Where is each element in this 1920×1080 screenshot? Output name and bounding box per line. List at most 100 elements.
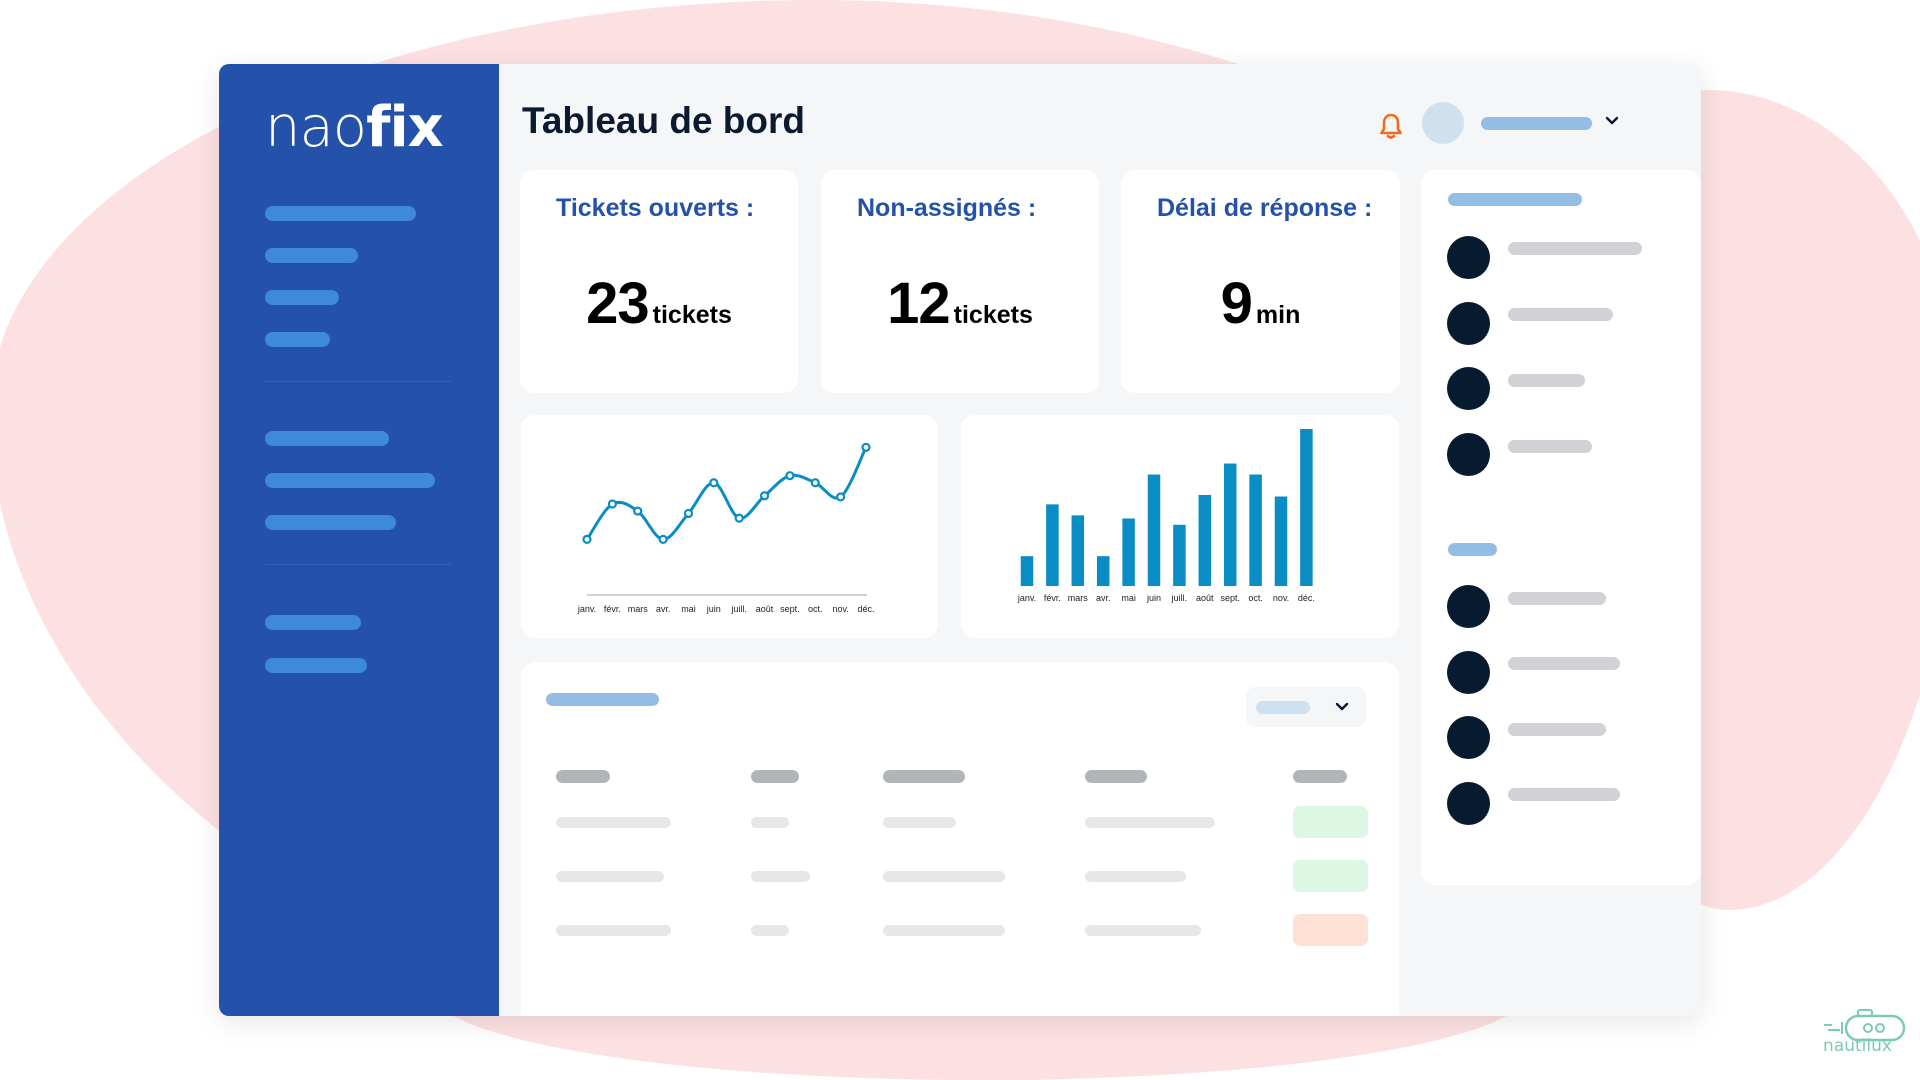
x-tick-label: juin	[706, 604, 721, 614]
sidebar-item[interactable]	[265, 248, 358, 263]
list-item-text	[1508, 242, 1642, 255]
stat-unit: tickets	[652, 301, 732, 329]
bell-icon[interactable]	[1379, 112, 1403, 140]
user-avatar-dot	[1447, 236, 1490, 279]
x-tick-label: oct.	[1248, 593, 1263, 603]
user-avatar-dot	[1447, 585, 1490, 628]
bar[interactable]	[1020, 556, 1034, 586]
line-chart-card: janv. févr. mars avr. mai juin juill. août sept.…	[521, 415, 938, 638]
x-tick-label: janv.	[577, 604, 596, 614]
table-cell	[556, 925, 671, 936]
stat-card-open-tickets[interactable]: Tickets ouverts : 23 tickets	[520, 170, 798, 393]
table-cell	[883, 871, 1005, 882]
data-point[interactable]	[607, 499, 617, 509]
list-item-text	[1508, 592, 1606, 605]
stat-label: Tickets ouverts :	[556, 194, 755, 222]
data-point[interactable]	[683, 508, 694, 519]
sidebar-item[interactable]	[265, 431, 389, 446]
data-point[interactable]	[861, 442, 871, 452]
data-point[interactable]	[810, 478, 820, 488]
x-tick-label: janv.	[1017, 593, 1036, 603]
column-header[interactable]	[1085, 770, 1147, 783]
table-cell	[751, 817, 789, 828]
x-tick-label: févr.	[604, 604, 621, 614]
nautilux-logo-icon	[1824, 1009, 1906, 1042]
data-point[interactable]	[759, 491, 770, 501]
status-badge	[1293, 806, 1368, 838]
x-tick-label: déc.	[1298, 593, 1315, 603]
stat-unit: tickets	[953, 301, 1033, 329]
x-tick-label: août	[756, 604, 774, 614]
column-header[interactable]	[883, 770, 965, 783]
bar[interactable]	[1223, 463, 1237, 586]
table-cell	[556, 817, 671, 828]
list-item-text	[1508, 723, 1606, 736]
stat-value: 23 tickets	[520, 270, 798, 337]
table-title-placeholder	[546, 693, 659, 706]
chevron-down-icon	[1335, 702, 1349, 711]
data-point[interactable]	[709, 478, 719, 488]
bar[interactable]	[1122, 518, 1135, 586]
chevron-down-icon[interactable]	[1603, 112, 1621, 130]
sidebar-item[interactable]	[265, 658, 367, 673]
sidebar-item[interactable]	[265, 473, 435, 488]
x-tick-label: févr.	[1044, 593, 1061, 603]
panel-section-title	[1448, 543, 1497, 556]
column-header[interactable]	[1293, 770, 1347, 783]
data-point[interactable]	[633, 506, 643, 516]
x-tick-label: mars	[628, 604, 648, 614]
data-point[interactable]	[658, 534, 668, 545]
bar[interactable]	[1300, 429, 1313, 586]
data-point[interactable]	[734, 513, 744, 523]
x-tick-label: nov.	[832, 604, 848, 614]
bar[interactable]	[1173, 524, 1186, 586]
logo-text-light: nao	[265, 95, 367, 160]
sidebar-item[interactable]	[265, 515, 396, 530]
sidebar-item[interactable]	[265, 332, 330, 347]
table-cell	[1085, 817, 1215, 828]
column-header[interactable]	[556, 770, 610, 783]
x-tick-label: déc.	[857, 604, 874, 614]
user-avatar[interactable]	[1422, 102, 1464, 144]
sidebar-item[interactable]	[265, 290, 339, 305]
stat-card-response-time[interactable]: Délai de réponse : 9 min	[1121, 170, 1400, 393]
bar[interactable]	[1198, 494, 1212, 586]
table-filter-dropdown[interactable]	[1246, 687, 1366, 727]
data-point[interactable]	[785, 471, 795, 481]
table-cell	[556, 871, 664, 882]
bar[interactable]	[1147, 474, 1161, 586]
bar[interactable]	[1046, 504, 1059, 586]
status-badge	[1293, 860, 1368, 892]
bar-chart: janv. févr. mars avr. mai juin juill. août sept.…	[1017, 429, 1315, 603]
table-cell	[1085, 871, 1186, 882]
bar[interactable]	[1096, 556, 1110, 586]
sidebar: naofix	[219, 64, 499, 1016]
user-avatar-dot	[1447, 716, 1490, 759]
bar[interactable]	[1274, 496, 1288, 586]
list-item-text	[1508, 308, 1613, 321]
data-point[interactable]	[836, 492, 846, 502]
sidebar-item[interactable]	[265, 206, 416, 221]
user-avatar-dot	[1447, 651, 1490, 694]
data-point[interactable]	[582, 534, 592, 545]
column-header[interactable]	[751, 770, 799, 783]
list-item-text	[1508, 788, 1620, 801]
nautilux-logo-text: nautilux	[1823, 1036, 1892, 1056]
table-cell	[883, 817, 956, 828]
stat-card-unassigned[interactable]: Non-assignés : 12 tickets	[821, 170, 1099, 393]
app-logo[interactable]: naofix	[265, 100, 444, 156]
bar[interactable]	[1249, 474, 1262, 586]
bar[interactable]	[1071, 515, 1085, 586]
dropdown-value-placeholder	[1256, 701, 1310, 714]
stat-value: 9 min	[1121, 270, 1400, 337]
sidebar-item[interactable]	[265, 615, 361, 630]
stat-value: 12 tickets	[821, 270, 1099, 337]
list-item-text	[1508, 657, 1620, 670]
x-tick-label: nov.	[1273, 593, 1289, 603]
x-tick-label: juill.	[1171, 593, 1188, 603]
x-tick-label: sept.	[1220, 593, 1240, 603]
user-avatar-dot	[1447, 782, 1490, 825]
user-avatar-dot	[1447, 302, 1490, 345]
user-name-placeholder[interactable]	[1481, 117, 1592, 130]
